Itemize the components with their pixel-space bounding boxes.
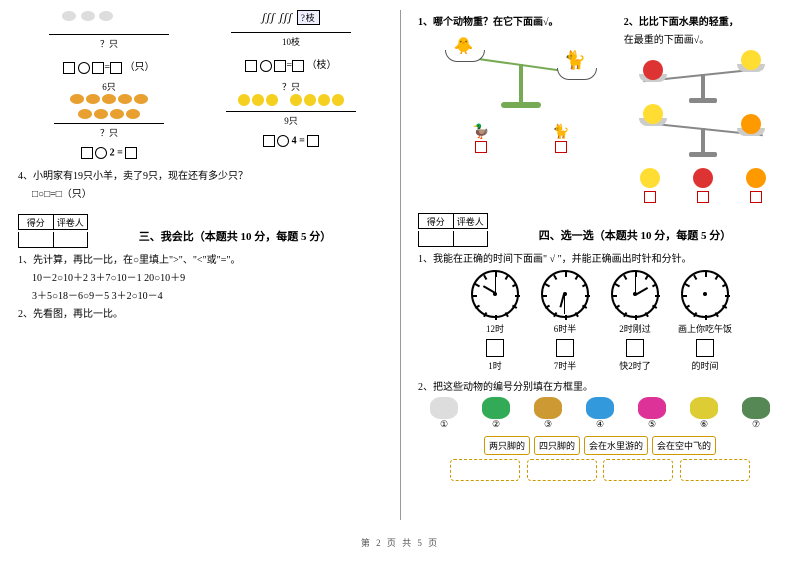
q4-2: 2、把这些动物的编号分别填在方框里。	[418, 378, 782, 393]
category-boxes	[418, 457, 782, 486]
animal-5: ⑤	[638, 397, 666, 430]
column-divider	[400, 10, 401, 520]
eq2: = （枝）	[200, 56, 382, 72]
clock-1: 12时1时	[460, 268, 530, 372]
mini-scale-2	[633, 104, 773, 164]
q3-1: 1、先计算，再比一比，在○里填上">"、"<"或"="。	[18, 251, 382, 266]
page-footer: 第 2 页 共 5 页	[0, 530, 800, 549]
problems-row-1: ？只 = （只） ʃʃʃ ʃʃʃ ?枝 10枝 =	[18, 10, 382, 74]
clock-2: 6时半7时半	[530, 268, 600, 372]
animal-4: ④	[586, 397, 614, 430]
left-column: ？只 = （只） ʃʃʃ ʃʃʃ ?枝 10枝 =	[0, 0, 400, 530]
sticks-total: 10枝	[231, 35, 351, 48]
r-q1: 1、哪个动物重？在它下面画√。	[418, 13, 624, 28]
check-box-duck[interactable]	[475, 141, 487, 153]
q4-equation: □○□=□（只）	[18, 185, 382, 200]
right-column: 1、哪个动物重？在它下面画√。 🐥 🐈 🦆	[400, 0, 800, 530]
category-label-1: 两只脚的	[484, 436, 530, 455]
problem-sheep: ？只 = （只）	[18, 10, 200, 74]
q3-1-line1: 10－2○10＋2 3＋7○10－1 20○10＋9	[18, 269, 382, 284]
section-4-title: 四、选一选（本题共 10 分，每题 5 分）	[488, 227, 782, 243]
clock-check-1[interactable]	[486, 339, 504, 357]
category-label-4: 会在空中飞的	[652, 436, 716, 455]
fruit-box-3[interactable]	[750, 191, 762, 203]
r-q2b: 在最重的下面画√。	[624, 31, 782, 46]
mini-scale-1	[633, 50, 773, 110]
cat-icon: 🐈	[552, 125, 569, 140]
clocks-row: 12时1时6时半7时半2时刚过快2时了画上你吃午饭的时间	[418, 268, 782, 372]
clock-check-4[interactable]	[696, 339, 714, 357]
eq1: = （只）	[18, 58, 200, 74]
animals-row: ①②③④⑤⑥⑦	[418, 397, 782, 430]
q4-1: 1、我能在正确的时间下面画" √ "，并能正确画出时针和分针。	[418, 250, 782, 265]
cat-box-1[interactable]	[450, 459, 520, 481]
q4-text: 4、小明家有19只小羊，卖了9只，现在还有多少只？	[18, 167, 382, 182]
animal-3: ③	[534, 397, 562, 430]
animal-6: ⑥	[690, 397, 718, 430]
clock-check-2[interactable]	[556, 339, 574, 357]
r-q2: 2、比比下面水果的轻重，	[624, 13, 782, 28]
animal-1: ①	[430, 397, 458, 430]
cat-box-4[interactable]	[680, 459, 750, 481]
duck-icon: 🦆	[472, 125, 489, 140]
clock-4: 画上你吃午饭的时间	[670, 268, 740, 372]
problem-snails: 6只 ？只 2 =	[18, 80, 200, 159]
section-4-header: 得分 评卷人 四、选一选（本题共 10 分，每题 5 分）	[418, 213, 782, 247]
cat-box-3[interactable]	[603, 459, 673, 481]
balance-scale: 🐥 🐈	[441, 36, 601, 116]
sheep-label: ？只	[49, 37, 169, 50]
sticks-unknown: ?枝	[297, 10, 320, 25]
clock-3: 2时刚过快2时了	[600, 268, 670, 372]
problem-sticks: ʃʃʃ ʃʃʃ ?枝 10枝 = （枝）	[200, 10, 382, 74]
problem-chicks: ？只 9只 4 =	[200, 80, 382, 159]
categories-row: 两只脚的四只脚的会在水里游的会在空中飞的	[418, 434, 782, 457]
chick-top-label: ？只	[200, 80, 382, 93]
fruit-box-2[interactable]	[697, 191, 709, 203]
snail-unknown: ？只	[54, 126, 164, 139]
problems-row-2: 6只 ？只 2 = ？只	[18, 80, 382, 159]
section-3-header: 得分 评卷人 三、我会比（本题共 10 分，每题 5 分）	[18, 214, 382, 248]
section-3-title: 三、我会比（本题共 10 分，每题 5 分）	[88, 228, 382, 244]
q3-2: 2、先看图，再比一比。	[18, 305, 382, 320]
cat-box-2[interactable]	[527, 459, 597, 481]
score-box-3: 得分 评卷人	[18, 214, 88, 230]
animal-7: ⑦	[742, 397, 770, 430]
score-box-4: 得分 评卷人	[418, 213, 488, 229]
right-top-row: 1、哪个动物重？在它下面画√。 🐥 🐈 🦆	[418, 10, 782, 203]
eq3: 2 =	[18, 147, 200, 159]
chick-total: 9只	[226, 114, 356, 127]
animal-2: ②	[482, 397, 510, 430]
category-label-3: 会在水里游的	[584, 436, 648, 455]
category-label-2: 四只脚的	[534, 436, 580, 455]
snail-top-label: 6只	[18, 80, 200, 93]
fruit-box-1[interactable]	[644, 191, 656, 203]
check-box-cat[interactable]	[555, 141, 567, 153]
clock-check-3[interactable]	[626, 339, 644, 357]
q3-1-line2: 3＋5○18－6○9－5 3＋2○10－4	[18, 287, 382, 302]
eq4: 4 =	[200, 135, 382, 147]
